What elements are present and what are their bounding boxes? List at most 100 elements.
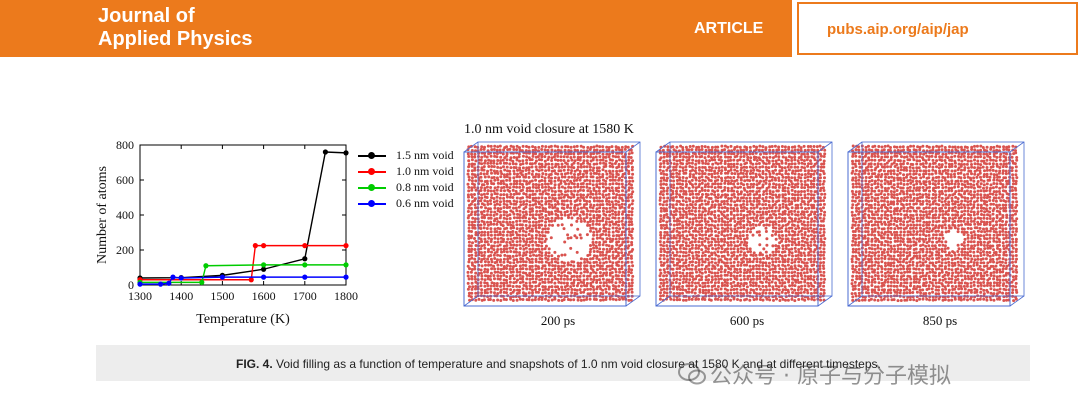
atom xyxy=(783,148,787,152)
journal-url-box[interactable]: pubs.aip.org/aip/jap xyxy=(797,2,1078,55)
atom xyxy=(937,148,941,152)
atom xyxy=(720,233,724,236)
atom xyxy=(490,193,494,197)
atom xyxy=(690,189,694,193)
atom xyxy=(774,186,777,189)
atom xyxy=(572,264,576,268)
atom xyxy=(470,152,474,156)
atom xyxy=(765,243,769,247)
atom xyxy=(620,202,624,206)
atom xyxy=(679,202,683,206)
atom xyxy=(560,285,564,289)
atom xyxy=(530,172,534,176)
atom xyxy=(810,148,814,152)
atom xyxy=(540,212,544,216)
atom xyxy=(710,158,714,162)
atom xyxy=(703,213,707,217)
atom xyxy=(690,240,694,244)
atom xyxy=(470,188,474,192)
atom xyxy=(659,206,663,210)
atom xyxy=(496,237,500,241)
atom xyxy=(514,247,518,251)
atom xyxy=(550,189,554,193)
atom xyxy=(822,270,826,274)
atom xyxy=(567,185,571,189)
atom xyxy=(627,227,631,231)
atom xyxy=(614,270,618,274)
atom xyxy=(509,270,513,274)
atom xyxy=(661,263,665,267)
atom xyxy=(530,264,534,268)
atom xyxy=(729,267,733,271)
atom xyxy=(608,297,612,301)
atom xyxy=(630,243,634,247)
atom xyxy=(704,222,708,226)
atom xyxy=(468,267,471,271)
atom xyxy=(733,270,736,274)
atom xyxy=(489,290,493,294)
atom xyxy=(684,251,688,255)
atom xyxy=(621,199,625,202)
atom xyxy=(742,247,746,251)
atom xyxy=(480,193,484,197)
atom xyxy=(806,155,810,159)
atom xyxy=(470,193,473,197)
atom xyxy=(681,207,685,211)
atom xyxy=(729,233,733,237)
atom xyxy=(761,148,764,152)
atom xyxy=(701,193,704,196)
atom xyxy=(742,216,746,220)
atom xyxy=(527,181,531,185)
atom xyxy=(889,155,893,159)
atom xyxy=(806,148,810,152)
atom xyxy=(694,189,698,193)
atom xyxy=(681,148,685,152)
atom xyxy=(743,237,746,241)
atom xyxy=(662,165,666,169)
atom xyxy=(755,205,759,209)
atom xyxy=(700,186,704,190)
atom xyxy=(617,234,621,238)
atom xyxy=(508,162,512,166)
journal-header: Journal of Applied Physics ARTICLE pubs.… xyxy=(0,0,1080,57)
atom xyxy=(778,172,781,176)
atom xyxy=(978,152,982,156)
atom xyxy=(466,169,470,173)
atom xyxy=(505,247,509,251)
atom xyxy=(685,203,689,207)
atom xyxy=(682,209,686,213)
atom xyxy=(489,210,493,214)
atom xyxy=(604,267,608,271)
atom xyxy=(671,271,675,275)
journal-url-link[interactable]: pubs.aip.org/aip/jap xyxy=(827,21,969,38)
atom xyxy=(889,158,893,162)
atom xyxy=(573,189,577,193)
atom xyxy=(678,210,682,214)
atom xyxy=(725,261,729,265)
atom xyxy=(796,233,800,237)
atom xyxy=(569,267,573,271)
atom xyxy=(508,178,512,182)
atom xyxy=(553,277,557,281)
atom xyxy=(662,216,666,219)
atom xyxy=(531,229,534,233)
atom xyxy=(479,260,483,264)
atom xyxy=(710,172,714,176)
atom xyxy=(669,179,673,183)
atom xyxy=(762,155,765,159)
atom xyxy=(768,148,772,152)
atom xyxy=(822,267,826,270)
atom xyxy=(720,189,724,193)
atom xyxy=(707,278,711,282)
atom xyxy=(979,148,983,152)
atom xyxy=(492,282,496,285)
atom xyxy=(755,274,759,278)
atom xyxy=(690,183,694,187)
atom xyxy=(688,199,692,203)
atom xyxy=(582,284,586,287)
atom xyxy=(809,172,813,176)
journal-title[interactable]: Journal of Applied Physics xyxy=(98,5,253,51)
atom xyxy=(681,162,685,166)
atom xyxy=(703,172,707,176)
atom xyxy=(700,175,704,179)
